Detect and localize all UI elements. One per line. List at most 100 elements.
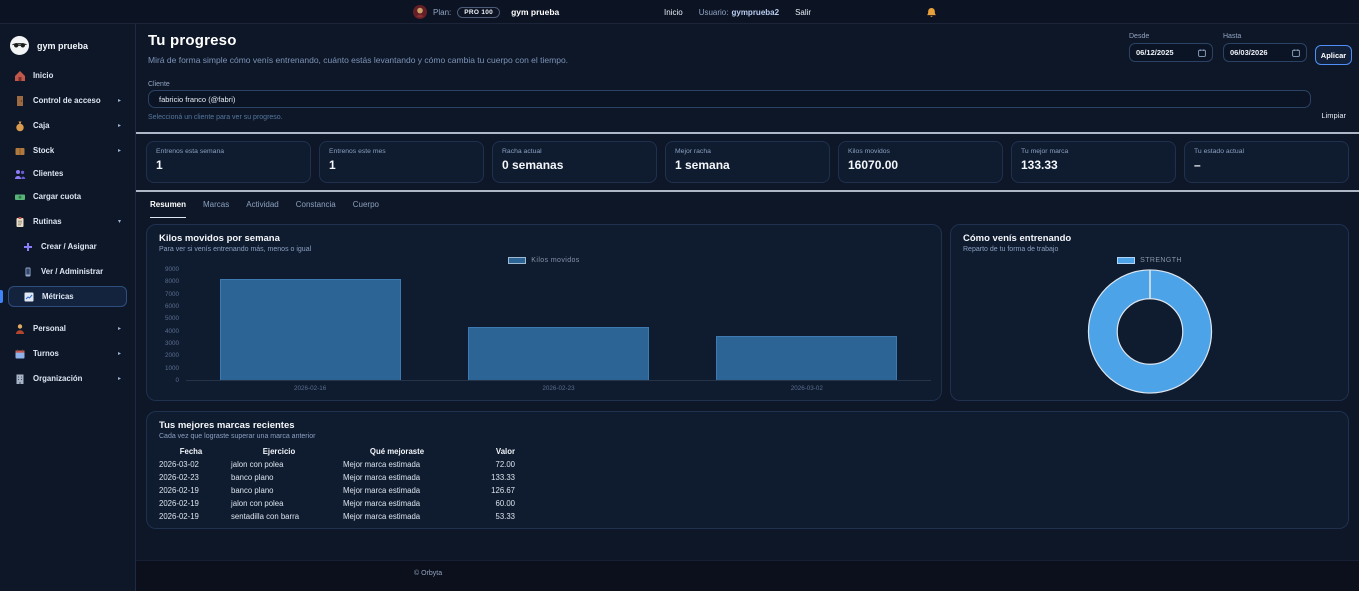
chevron-right-icon: ▸: [118, 147, 121, 154]
sidebar-item-ver-administrar[interactable]: Ver / Administrar: [8, 261, 127, 282]
tab-actividad[interactable]: Actividad: [246, 200, 278, 218]
table-row: 2026-02-19banco planoMejor marca estimad…: [159, 484, 515, 497]
chart-icon: [23, 291, 35, 303]
table-row: 2026-02-19jalon con poleaMejor marca est…: [159, 497, 515, 510]
plan-label: Plan:: [433, 8, 451, 17]
stat-card-kilos-movidos: Kilos movidos16070.00: [838, 141, 1003, 183]
bar-legend-label: Kilos movidos: [531, 257, 579, 264]
bar-chart-x-labels: 2026-02-162026-02-232026-03-02: [186, 385, 931, 392]
bar-chart-y-axis: 0100020003000400050006000700080009000: [159, 270, 179, 381]
page-title: Tu progreso: [148, 32, 237, 49]
divider: [136, 132, 1359, 134]
table-title: Tus mejores marcas recientes: [159, 420, 295, 431]
date-from-input[interactable]: 06/12/2025: [1129, 43, 1213, 62]
records-table-card: Tus mejores marcas recientes Cada vez qu…: [146, 411, 1349, 529]
limpiar-link[interactable]: Limpiar: [1321, 111, 1346, 120]
plus-icon: [22, 241, 34, 253]
chevron-right-icon: ▸: [118, 350, 121, 357]
topbar: Plan: PRO 100 gym prueba Inicio Usuario:…: [0, 0, 1359, 24]
y-tick-label: 8000: [165, 278, 179, 285]
y-tick-label: 1000: [165, 365, 179, 372]
stat-card-racha-actual: Racha actual0 semanas: [492, 141, 657, 183]
page-header: Tu progreso Mirá de forma simple cómo ve…: [136, 24, 1359, 132]
box-icon: [14, 145, 26, 157]
app-window: Plan: PRO 100 gym prueba Inicio Usuario:…: [0, 0, 1359, 591]
sidebar-item-inicio[interactable]: Inicio: [8, 65, 127, 86]
sidebar-item-stock[interactable]: Stock ▸: [8, 140, 127, 161]
door-icon: [14, 95, 26, 107]
main-panel: Tu progreso Mirá de forma simple cómo ve…: [136, 24, 1359, 560]
table-subtitle: Cada vez que lograste superar una marca …: [159, 433, 315, 440]
aplicar-button[interactable]: Aplicar: [1315, 45, 1352, 65]
tab-cuerpo[interactable]: Cuerpo: [353, 200, 379, 218]
copyright-text: © Orbyta: [414, 570, 442, 577]
banknote-icon: [14, 191, 26, 203]
tab-bar: Resumen Marcas Actividad Constancia Cuer…: [136, 192, 1359, 218]
y-tick-label: 9000: [165, 266, 179, 273]
page-footer: © Orbyta: [136, 560, 1359, 591]
stat-card-estado-actual: Tu estado actual–: [1184, 141, 1349, 183]
bar-legend-swatch: [508, 257, 526, 264]
sidebar-item-clientes[interactable]: Clientes: [8, 163, 127, 184]
stat-card-entrenos-mes: Entrenos este mes1: [319, 141, 484, 183]
bar-slot: [186, 270, 434, 380]
bar-slot: [683, 270, 931, 380]
x-tick-label: 2026-03-02: [683, 385, 931, 392]
user-info: Usuario:gymprueba2: [699, 8, 779, 17]
sidebar-item-rutinas[interactable]: Rutinas ▾: [8, 211, 127, 232]
cliente-helper-text: Seleccioná un cliente para ver su progre…: [148, 114, 283, 121]
cliente-label: Cliente: [148, 81, 170, 88]
sidebar-item-crear-asignar[interactable]: Crear / Asignar: [8, 236, 127, 257]
sidebar-item-label: Inicio: [33, 71, 53, 80]
sidebar-item-caja[interactable]: Caja ▸: [8, 115, 127, 136]
donut-chart: [1080, 262, 1220, 401]
y-tick-label: 4000: [165, 328, 179, 335]
donut-chart-title: Cómo venís entrenando: [963, 233, 1071, 244]
charts-row: Kilos movidos por semana Para ver si ven…: [146, 224, 1349, 401]
cliente-input[interactable]: fabricio franco (@fabri): [148, 90, 1311, 108]
logout-link[interactable]: Salir: [795, 8, 811, 17]
gym-name: gym prueba: [511, 7, 559, 17]
bar-chart-title: Kilos movidos por semana: [159, 233, 280, 244]
mobile-icon: [22, 266, 34, 278]
calendar-icon[interactable]: [1292, 49, 1300, 57]
plan-badge: PRO 100: [457, 7, 500, 18]
sidebar-item-turnos[interactable]: Turnos ▸: [8, 343, 127, 364]
nav-inicio-link[interactable]: Inicio: [664, 8, 683, 17]
notification-bell-icon[interactable]: [926, 6, 937, 24]
app-logo-icon: [413, 5, 427, 19]
bar-2026-03-02: [716, 336, 897, 380]
stats-row: Entrenos esta semana1 Entrenos este mes1…: [136, 134, 1359, 190]
sidebar-item-organizacion[interactable]: Organización ▸: [8, 368, 127, 389]
divider: [136, 190, 1359, 192]
donut-chart-subtitle: Reparto de tu forma de trabajo: [963, 246, 1058, 253]
date-to-label: Hasta: [1223, 33, 1307, 40]
y-tick-label: 6000: [165, 303, 179, 310]
chevron-right-icon: ▸: [118, 375, 121, 382]
building-icon: [14, 373, 26, 385]
date-to-group: Hasta 06/03/2026: [1223, 33, 1307, 62]
x-tick-label: 2026-02-23: [434, 385, 682, 392]
tab-marcas[interactable]: Marcas: [203, 200, 229, 218]
bar-2026-02-16: [220, 279, 401, 380]
calendar-icon[interactable]: [1198, 49, 1206, 57]
sidebar-gym-name: gym prueba: [37, 41, 88, 51]
bar-chart-bars: [186, 270, 931, 381]
sidebar-item-control-de-acceso[interactable]: Control de acceso ▸: [8, 90, 127, 111]
tab-resumen[interactable]: Resumen: [150, 200, 186, 218]
y-tick-label: 0: [175, 377, 179, 384]
bar-chart-card: Kilos movidos por semana Para ver si ven…: [146, 224, 942, 401]
bar-chart-plot: 0100020003000400050006000700080009000: [159, 270, 931, 381]
tab-constancia[interactable]: Constancia: [296, 200, 336, 218]
sidebar-item-cargar-cuota[interactable]: Cargar cuota: [8, 186, 127, 207]
table-row: 2026-02-23banco planoMejor marca estimad…: [159, 471, 515, 484]
bar-chart-subtitle: Para ver si venís entrenando más, menos …: [159, 246, 311, 253]
stat-card-mejor-marca: Tu mejor marca133.33: [1011, 141, 1176, 183]
topbar-nav: Inicio Usuario:gymprueba2 Salir: [664, 0, 811, 24]
chevron-right-icon: ▸: [118, 325, 121, 332]
date-to-input[interactable]: 06/03/2026: [1223, 43, 1307, 62]
sidebar-item-metricas[interactable]: Métricas: [8, 286, 127, 307]
date-from-label: Desde: [1129, 33, 1213, 40]
chevron-down-icon: ▾: [118, 218, 121, 225]
sidebar-item-personal[interactable]: Personal ▸: [8, 318, 127, 339]
